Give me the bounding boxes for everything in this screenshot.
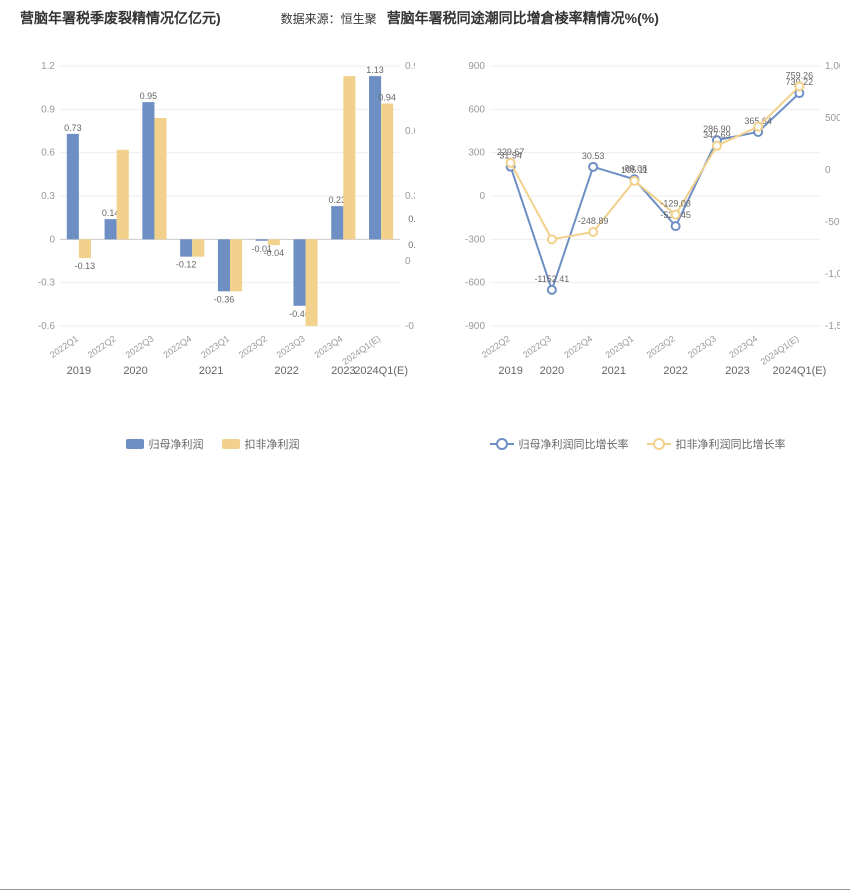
svg-text:1.2: 1.2 bbox=[41, 61, 55, 72]
svg-text:2022Q3: 2022Q3 bbox=[124, 333, 156, 360]
svg-text:0.9: 0.9 bbox=[405, 61, 415, 72]
bar-chart-svg: -0.6 -0.3 0 0.3 0.6 0.9 1.2 -0.3 0 0.3 0.6 0.9 0.73 0… bbox=[10, 46, 415, 406]
svg-text:2022Q3: 2022Q3 bbox=[521, 333, 553, 360]
svg-text:2023Q4: 2023Q4 bbox=[727, 333, 759, 360]
legend-item-koufei-rate: 扣非净利润同比增长率 bbox=[647, 436, 786, 452]
svg-text:-1152.41: -1152.41 bbox=[534, 274, 569, 284]
svg-text:-0.36: -0.36 bbox=[214, 294, 235, 304]
svg-text:0.6: 0.6 bbox=[41, 148, 55, 159]
chart-right-title: 营脑年署税同途潮同比增倉棱率精情况%(%) bbox=[387, 8, 659, 28]
svg-text:-0.12: -0.12 bbox=[176, 260, 197, 270]
svg-text:-300: -300 bbox=[465, 234, 485, 245]
legend-line bbox=[647, 443, 671, 445]
svg-text:-1,500: -1,500 bbox=[825, 321, 840, 332]
svg-text:0.95: 0.95 bbox=[140, 91, 158, 101]
svg-text:300: 300 bbox=[468, 148, 485, 159]
svg-text:0: 0 bbox=[49, 234, 55, 245]
svg-text:2022Q2: 2022Q2 bbox=[480, 333, 512, 360]
svg-text:1.13: 1.13 bbox=[366, 65, 384, 75]
svg-text:-1,000: -1,000 bbox=[825, 269, 840, 280]
svg-text:2019: 2019 bbox=[498, 365, 522, 377]
svg-text:105.11: 105.11 bbox=[621, 165, 648, 175]
svg-text:2022Q1: 2022Q1 bbox=[48, 333, 80, 360]
svg-text:0.73: 0.73 bbox=[64, 123, 82, 133]
svg-text:0.94: 0.94 bbox=[378, 93, 396, 103]
svg-text:2023Q1: 2023Q1 bbox=[199, 333, 231, 360]
svg-text:500: 500 bbox=[825, 113, 840, 124]
legend-label: 归母净利润同比增长率 bbox=[519, 436, 629, 452]
svg-text:0.3: 0.3 bbox=[41, 191, 55, 202]
svg-text:2022: 2022 bbox=[274, 365, 298, 377]
line-chart-svg: -900 -600 -300 0 300 600 900 -1,500 -1,000 -500 0 5… bbox=[435, 46, 840, 406]
svg-text:-500: -500 bbox=[825, 217, 840, 228]
svg-text:347.69: 347.69 bbox=[703, 130, 731, 140]
svg-text:2022Q2: 2022Q2 bbox=[86, 333, 118, 360]
legend-line bbox=[490, 443, 514, 445]
data-source-label: 数据来源：恒生聚 bbox=[281, 10, 377, 27]
svg-text:2022Q4: 2022Q4 bbox=[562, 333, 594, 360]
svg-text:2024Q1(E): 2024Q1(E) bbox=[340, 333, 382, 366]
svg-text:0.06: 0.06 bbox=[408, 214, 415, 224]
header: 营脑年署税季废裂精情况亿亿元) 数据来源：恒生聚 营脑年署税同途潮同比增倉棱率精… bbox=[0, 0, 850, 36]
svg-text:2022Q4: 2022Q4 bbox=[161, 333, 193, 360]
svg-text:2023Q2: 2023Q2 bbox=[237, 333, 269, 360]
svg-text:0.9: 0.9 bbox=[41, 104, 55, 115]
legend-item-guimu-rate: 归母净利润同比增长率 bbox=[490, 436, 629, 452]
svg-text:2023Q3: 2023Q3 bbox=[275, 333, 307, 360]
svg-text:2020: 2020 bbox=[123, 365, 147, 377]
svg-text:900: 900 bbox=[468, 61, 485, 72]
legend-item-koufei: 扣非净利润 bbox=[222, 436, 300, 452]
svg-text:-0.3: -0.3 bbox=[405, 321, 415, 332]
svg-text:30.53: 30.53 bbox=[582, 151, 605, 161]
svg-text:-129.03: -129.03 bbox=[660, 199, 691, 209]
svg-text:759.26: 759.26 bbox=[786, 70, 814, 80]
svg-text:1,000: 1,000 bbox=[825, 61, 840, 72]
svg-text:-248.89: -248.89 bbox=[578, 216, 609, 226]
legend-swatch bbox=[126, 439, 144, 449]
svg-text:2023Q1: 2023Q1 bbox=[604, 333, 636, 360]
svg-text:600: 600 bbox=[468, 104, 485, 115]
svg-text:2023: 2023 bbox=[725, 365, 749, 377]
legend-label: 扣非净利润 bbox=[245, 436, 300, 452]
charts-row: -0.6 -0.3 0 0.3 0.6 0.9 1.2 -0.3 0 0.3 0.6 0.9 0.73 0… bbox=[0, 36, 850, 476]
svg-text:2024Q1(E): 2024Q1(E) bbox=[759, 333, 801, 366]
svg-text:-900: -900 bbox=[465, 321, 485, 332]
legend-label: 归母净利润 bbox=[149, 436, 204, 452]
svg-text:0.3: 0.3 bbox=[405, 191, 415, 202]
chart-left-title: 营脑年署税季废裂精情况亿亿元) bbox=[20, 8, 221, 28]
svg-text:2020: 2020 bbox=[540, 365, 564, 377]
legend-item-guimu: 归母净利润 bbox=[126, 436, 204, 452]
svg-text:-0.13: -0.13 bbox=[75, 261, 96, 271]
dashboard-container: 营脑年署税季废裂精情况亿亿元) 数据来源：恒生聚 营脑年署税同途潮同比增倉棱率精… bbox=[0, 0, 850, 890]
line-chart-panel: -900 -600 -300 0 300 600 900 -1,500 -1,000 -500 0 5… bbox=[425, 36, 850, 476]
svg-text:2021: 2021 bbox=[602, 365, 626, 377]
svg-text:0.6: 0.6 bbox=[405, 126, 415, 137]
svg-text:-0.6: -0.6 bbox=[38, 321, 56, 332]
svg-text:229.67: 229.67 bbox=[497, 147, 525, 157]
svg-text:0: 0 bbox=[825, 165, 831, 176]
bar-chart-legend: 归母净利润 扣非净利润 bbox=[10, 436, 415, 452]
svg-text:0.06: 0.06 bbox=[408, 240, 415, 250]
svg-text:-0.04: -0.04 bbox=[264, 248, 285, 258]
line-chart-legend: 归母净利润同比增长率 扣非净利润同比增长率 bbox=[435, 436, 840, 452]
svg-text:2023Q4: 2023Q4 bbox=[313, 333, 345, 360]
svg-text:-0.3: -0.3 bbox=[38, 278, 56, 289]
svg-text:2024Q1(E): 2024Q1(E) bbox=[354, 365, 408, 377]
svg-text:0: 0 bbox=[479, 191, 485, 202]
svg-text:2019: 2019 bbox=[67, 365, 91, 377]
svg-text:0: 0 bbox=[405, 256, 411, 267]
svg-text:-600: -600 bbox=[465, 278, 485, 289]
legend-swatch bbox=[222, 439, 240, 449]
svg-text:2023Q3: 2023Q3 bbox=[686, 333, 718, 360]
legend-label: 扣非净利润同比增长率 bbox=[676, 436, 786, 452]
svg-text:2023Q2: 2023Q2 bbox=[645, 333, 677, 360]
svg-text:2024Q1(E): 2024Q1(E) bbox=[772, 365, 826, 377]
svg-text:2022: 2022 bbox=[663, 365, 687, 377]
bar-chart-panel: -0.6 -0.3 0 0.3 0.6 0.9 1.2 -0.3 0 0.3 0.6 0.9 0.73 0… bbox=[0, 36, 425, 476]
svg-text:2023: 2023 bbox=[331, 365, 355, 377]
svg-text:2021: 2021 bbox=[199, 365, 223, 377]
